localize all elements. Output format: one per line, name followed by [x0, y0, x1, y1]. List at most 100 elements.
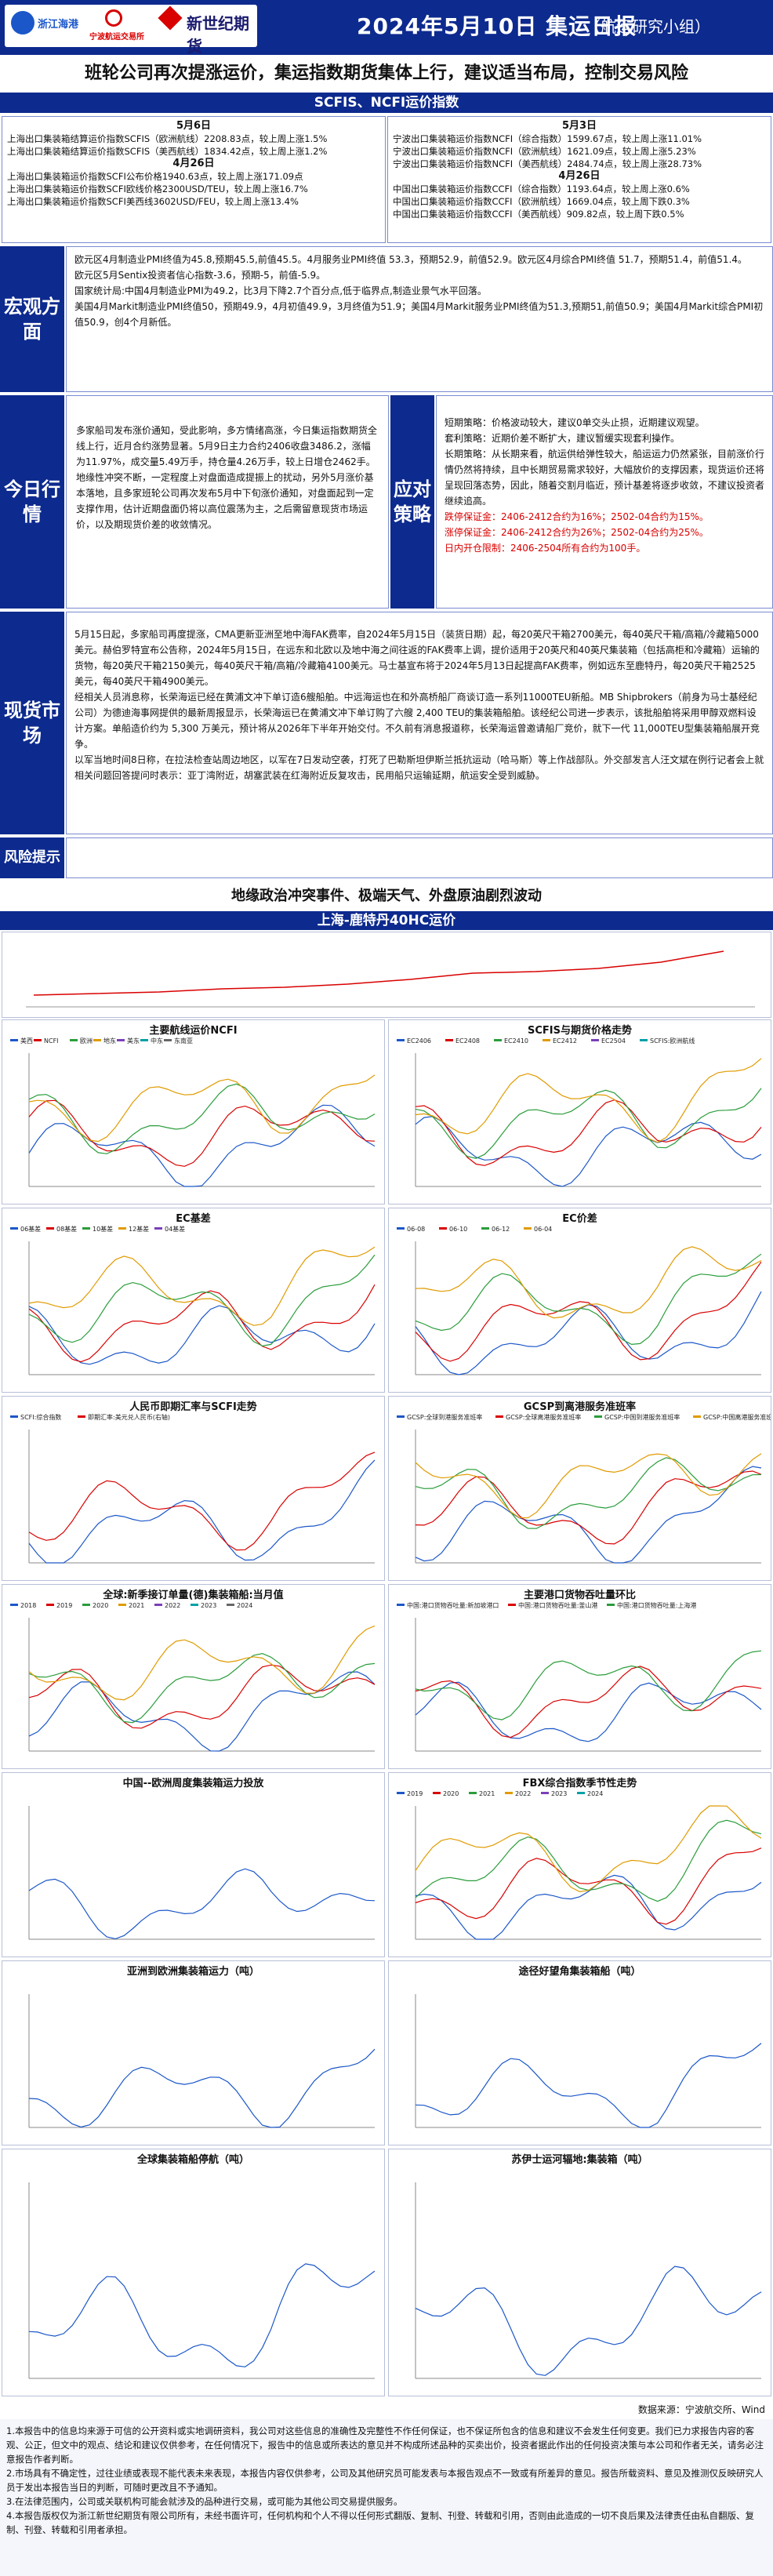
scfis-line-1: 上海出口集装箱结算运价指数SCFIS（欧洲航线）2208.83点，较上周上涨1.… — [7, 133, 328, 144]
legend-swatch — [397, 1227, 405, 1230]
legend-swatch — [191, 1604, 198, 1606]
legend-swatch — [494, 1039, 502, 1041]
rotterdam-freight-plot — [26, 950, 755, 1008]
legend-swatch — [481, 1227, 489, 1230]
legend-label: EC2410 — [504, 1037, 528, 1045]
strategy-item-4: 跌停保证金：2406-2412合约为16%；2502-04合约为15%。 — [445, 511, 709, 522]
series-line — [415, 1261, 762, 1362]
chart-12: 途径好望角集装箱船（吨） — [388, 1960, 771, 2145]
legend-swatch — [577, 1792, 585, 1794]
series-line — [28, 1664, 376, 1729]
chart-section-bar: 上海-鹿特丹40HC运价 — [0, 911, 773, 930]
chart-plot: SCFI:综合指数 即期汇率:美元兑人民币(右轴) — [10, 1413, 376, 1564]
legend-swatch — [46, 1604, 54, 1606]
legend-label: 2024 — [587, 1790, 603, 1797]
legend-label: 2022 — [165, 1602, 180, 1609]
series-line — [28, 1083, 376, 1154]
legend-label: SCFI:综合指数 — [20, 1413, 61, 1421]
chart-4: EC价差 06-08 06-10 06-12 06-04 — [388, 1208, 771, 1393]
ncfi-line-2: 宁波出口集装箱运价指数NCFI（欧洲航线）1621.09点，较上周上涨5.23% — [393, 146, 696, 157]
series-line — [415, 2265, 762, 2376]
legend-swatch — [154, 1604, 162, 1606]
chart-title: 全球集装箱船停航（吨） — [136, 2154, 249, 2166]
legend-swatch — [82, 1604, 90, 1606]
legend-label: 12基差 — [129, 1225, 149, 1233]
logo-strip: 浙江海港 宁波航运交易所 新世纪期货 — [5, 5, 257, 56]
chart-title: 亚洲到欧洲集装箱运力（吨） — [126, 1966, 259, 1978]
legend-swatch — [82, 1227, 90, 1230]
chart-plot: 2018 2019 2020 2021 2022 2023 2024 — [10, 1602, 376, 1752]
legend-swatch — [10, 1039, 18, 1041]
chart-8: 主要港口货物吞吐量环比 中国:港口货物吞吐量:新加坡港口 中国:港口货物吞吐量:釜山… — [388, 1584, 771, 1769]
legend-label: 2020 — [443, 1790, 459, 1797]
legend-swatch — [10, 1604, 18, 1606]
logo-xsj: 新世纪期货 — [187, 14, 249, 56]
legend-swatch — [693, 1415, 701, 1418]
disclaimer: 1.本报告中的信息均来源于可信的公开资料或实地调研资料，我公司对这些信息的准确性… — [0, 2419, 773, 2576]
ccfi-line-5: 中国出口集装箱运价指数CCFI（欧洲航线）1669.04点，较上周下跌0.3% — [393, 196, 690, 207]
source-text: 数据来源：宁波航交所、Wind — [637, 2404, 765, 2415]
legend-swatch — [445, 1039, 453, 1041]
risk-section — [66, 837, 773, 878]
legend-swatch — [594, 1415, 602, 1418]
series-line — [28, 1459, 376, 1564]
series-line — [28, 1625, 376, 1701]
legend-label: 2019 — [56, 1602, 72, 1609]
chart-plot — [415, 2182, 762, 2379]
legend-swatch — [439, 1227, 447, 1230]
today-section: 多家船司发布涨价通知，受此影响，多方情绪高涨，今日集运指数期货全线上行，近月合约… — [66, 395, 389, 609]
strategy-section: 短期策略：价格波动较大，建议0单交头止损，近期建议观望。 套利策略：近期价差不断… — [436, 395, 773, 609]
series-line — [415, 1246, 762, 1319]
legend-label: 中国:港口货物吞吐量:上海港 — [617, 1601, 696, 1609]
report-team: （航运研究小组） — [585, 17, 710, 36]
chart-plot: 06-08 06-10 06-12 06-04 — [397, 1226, 762, 1375]
legend-swatch — [70, 1039, 78, 1041]
chart-title: 主要港口货物吞吐量环比 — [523, 1590, 636, 1601]
logo-zjhg: 浙江海港 — [38, 19, 79, 31]
legend-label: GCSP:全球离港服务准班率 — [506, 1413, 581, 1421]
spot-text-2: 经相关人员消息称，长荣海运已经在黄浦文冲下单订造6艘船舶。中远海运也在和外高桥船… — [74, 692, 760, 750]
chart-6: GCSP到离港服务准班率 GCSP:全球到港服务准班率 GCSP:全球离港服务准班率… — [388, 1396, 771, 1581]
legend-swatch — [433, 1792, 441, 1794]
chart-plot: EC2406 EC2408 EC2410 EC2412 EC2504 SCFIS:欧洲航线 — [397, 1037, 762, 1187]
strategy-label: 应对策略 — [390, 395, 434, 609]
chart-title: 苏伊士运河辐地:集装箱（吨） — [511, 2154, 648, 2166]
legend-swatch — [505, 1792, 513, 1794]
series-line — [415, 1453, 762, 1519]
series-line — [415, 1466, 762, 1564]
legend-swatch — [227, 1604, 234, 1606]
legend-swatch — [524, 1227, 532, 1230]
legend-label: 06基差 — [20, 1225, 41, 1233]
chart-plot — [28, 2182, 376, 2379]
chart-10: FBX综合指数季节性走势 2019 2020 2021 2022 2023 2024 — [388, 1772, 771, 1957]
macro-line-2: 欧元区5月Sentix投资者信心指数-3.6，预期-5，前值-5.9。 — [74, 270, 326, 281]
chart-3: EC基差 06基差 08基差 10基差 12基差 04基差 — [2, 1208, 385, 1393]
ccfi-line-6: 中国出口集装箱运价指数CCFI（美西航线）909.82点，较上周下跌0.5% — [393, 209, 684, 220]
legend-label: 东南亚 — [174, 1037, 193, 1045]
series-line — [28, 1284, 376, 1363]
legend-label: 2021 — [479, 1790, 495, 1797]
legend-label: NCFI — [44, 1037, 59, 1045]
chart-9: 中国--欧洲周度集装箱运力投放 — [2, 1772, 385, 1957]
ccfi-date-2: 4月26日 — [558, 170, 601, 182]
scfi-date-2: 4月26日 — [172, 158, 215, 169]
spot-text-3: 以军当地时间8日称，在拉法检查站周边地区，以军在7日发动空袭，打死了巴勒斯坦伊斯… — [74, 754, 764, 781]
legend-label: 2021 — [129, 1602, 144, 1609]
ncfi-date-1: 5月3日 — [561, 120, 597, 132]
chart-title: 人民币即期汇率与SCFI走势 — [129, 1401, 257, 1413]
legend-label: GCSP:中国到港服务准班率 — [604, 1413, 680, 1421]
index-section-bar: SCFIS、NCFI运价指数 — [0, 93, 773, 113]
chart-plot: 中国:港口货物吞吐量:新加坡港口 中国:港口货物吞吐量:釜山港 中国:港口货物吞吐量… — [397, 1601, 762, 1752]
legend-swatch — [397, 1039, 405, 1041]
chart-title: 中国--欧洲周度集装箱运力投放 — [122, 1778, 264, 1789]
legend-swatch — [164, 1039, 172, 1041]
headline: 班轮公司再次提涨运价，集运指数期货集体上行，建议适当布局，控制交易风险 — [0, 56, 773, 91]
series-line — [28, 1652, 376, 1724]
xsj-logo-icon — [158, 5, 183, 31]
series-line — [28, 2263, 376, 2367]
chart-14: 苏伊士运河辐地:集装箱（吨） — [388, 2149, 771, 2396]
legend-label: 04基差 — [165, 1225, 185, 1233]
spot-label: 现货市场 — [0, 612, 64, 834]
legend-label: EC2406 — [407, 1037, 431, 1045]
legend-label: 08基差 — [56, 1225, 77, 1233]
